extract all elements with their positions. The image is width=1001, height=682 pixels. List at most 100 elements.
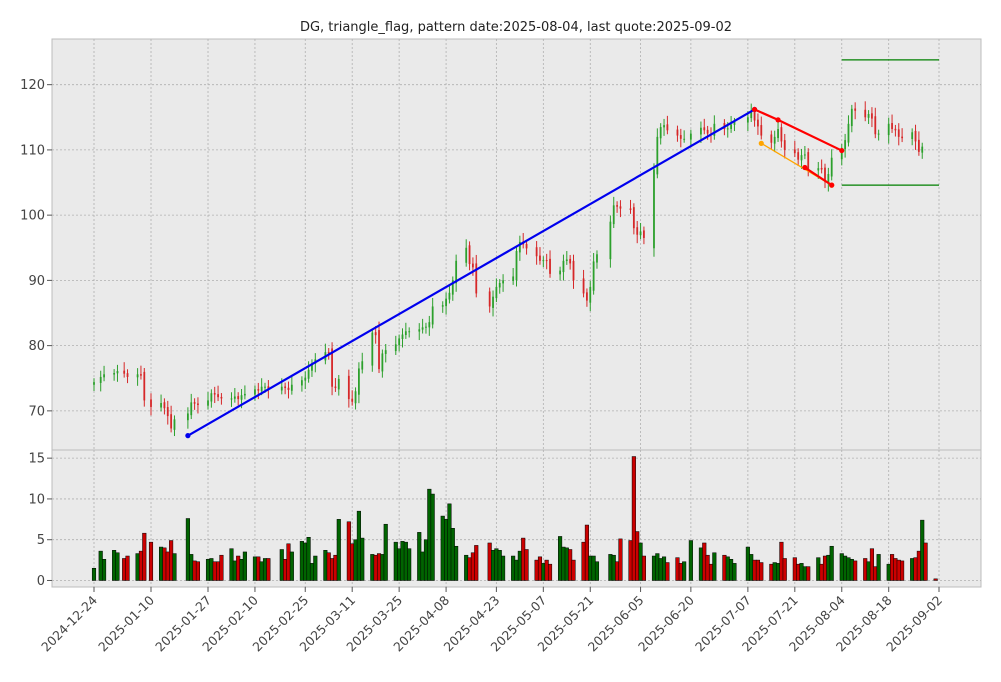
- volume-bar: [822, 555, 828, 581]
- candle-body: [632, 207, 635, 229]
- candle-body: [492, 296, 494, 308]
- candle-body: [284, 386, 287, 389]
- candle-body: [689, 133, 692, 140]
- candle-body: [733, 121, 736, 125]
- candle-body: [820, 167, 823, 170]
- volume-bar: [259, 561, 264, 581]
- candle-body: [539, 255, 541, 261]
- candle-body: [746, 117, 749, 123]
- candle-body: [495, 286, 498, 299]
- candle-body: [911, 132, 914, 140]
- volume-bar: [849, 559, 854, 581]
- candle-body: [394, 344, 397, 352]
- candle-body: [874, 116, 877, 135]
- flag-lower-line-point: [802, 164, 808, 171]
- candle-body: [901, 136, 904, 139]
- volume-bar: [782, 558, 787, 581]
- candle-body: [475, 263, 478, 294]
- candle-body: [914, 130, 917, 142]
- candle-body: [562, 260, 565, 273]
- volume-bar: [323, 550, 328, 581]
- volume-bar: [534, 559, 539, 581]
- volume-bar: [172, 553, 177, 581]
- volume-bar: [286, 543, 291, 581]
- volume-bar: [853, 560, 858, 581]
- volume-bar: [920, 519, 925, 581]
- candle-body: [572, 260, 575, 281]
- candle-body: [170, 414, 173, 429]
- volume-bar: [430, 493, 435, 581]
- candle-body: [793, 149, 796, 154]
- volume-bar: [682, 561, 687, 581]
- candle-body: [565, 259, 568, 262]
- candle-body: [354, 391, 357, 404]
- candle-body: [824, 167, 826, 182]
- volume-bar: [910, 558, 915, 581]
- volume-bar: [628, 540, 633, 581]
- candle-body: [311, 363, 313, 371]
- volume-tick-label: 15: [28, 452, 45, 467]
- candle-body: [773, 136, 776, 144]
- candle-body: [549, 258, 551, 274]
- volume-bar: [725, 556, 730, 581]
- candle-body: [93, 382, 95, 385]
- candle-body: [384, 350, 387, 354]
- volume-bar: [494, 548, 499, 581]
- volume-bar: [142, 532, 147, 581]
- volume-bar: [618, 538, 623, 581]
- volume-bar: [239, 559, 244, 581]
- volume-bar: [775, 563, 781, 581]
- volume-bar: [400, 541, 405, 581]
- volume-bar: [826, 554, 831, 581]
- candle-body: [331, 348, 333, 387]
- candle-body: [451, 280, 454, 295]
- volume-bar: [112, 550, 117, 581]
- volume-bar: [759, 562, 764, 581]
- volume-bar: [651, 555, 657, 581]
- volume-bar: [370, 554, 375, 581]
- volume-bar: [896, 559, 901, 581]
- volume-bar: [195, 561, 200, 581]
- candle-body: [472, 263, 474, 268]
- flag-upper-line-point: [775, 117, 781, 123]
- candle-body: [542, 260, 545, 262]
- candle-body: [854, 108, 857, 111]
- volume-bar: [330, 558, 335, 581]
- volume-tick-label: 5: [37, 533, 45, 548]
- volume-bar: [383, 523, 388, 581]
- candle-body: [197, 403, 199, 405]
- candle-body: [586, 292, 588, 301]
- volume-bar: [537, 556, 543, 581]
- volume-bar: [242, 551, 247, 581]
- volume-bar: [447, 503, 452, 581]
- candle-body: [683, 138, 686, 140]
- candle-body: [190, 402, 193, 416]
- candle-body: [136, 374, 139, 378]
- candle-body: [797, 152, 800, 160]
- candle-body: [213, 393, 216, 395]
- candle-body: [730, 124, 733, 129]
- volume-bar: [360, 537, 365, 581]
- volume-panel: 0 5 10 15: [28, 449, 982, 589]
- volume-bar: [863, 558, 868, 581]
- candle-body: [921, 146, 924, 153]
- volume-bar: [514, 559, 519, 581]
- volume-bar: [732, 563, 737, 581]
- candle-body: [116, 371, 119, 374]
- candle-body: [619, 206, 622, 209]
- volume-bar: [501, 555, 506, 581]
- candle-body: [867, 114, 870, 118]
- volume-bar: [846, 557, 851, 581]
- volume-bar: [350, 543, 355, 581]
- candle-body: [518, 241, 521, 253]
- volume-bar: [869, 548, 874, 581]
- candle-body: [431, 306, 434, 325]
- volume-bar: [212, 561, 217, 581]
- volume-bar: [420, 551, 425, 581]
- volume-bar: [839, 553, 844, 581]
- candle-body: [760, 125, 763, 136]
- volume-bar: [397, 548, 402, 581]
- candle-body: [636, 227, 639, 235]
- volume-bar: [356, 510, 361, 581]
